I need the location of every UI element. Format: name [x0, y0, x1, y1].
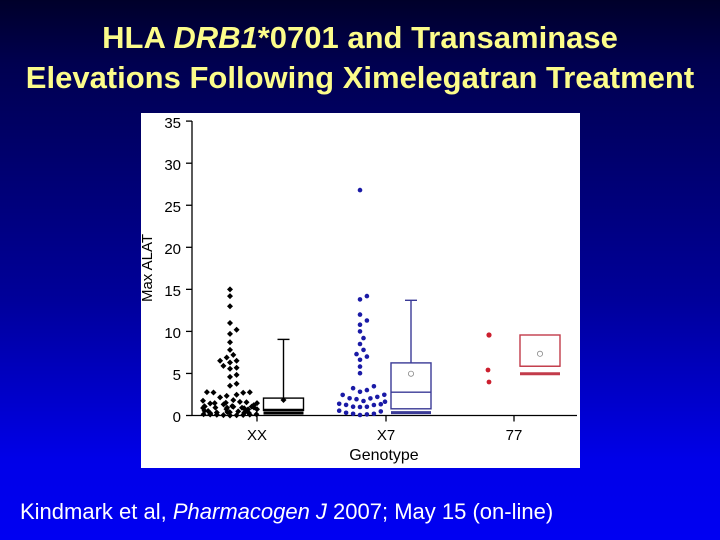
svg-text:20: 20: [164, 241, 181, 258]
svg-text:XX: XX: [247, 427, 267, 444]
svg-text:10: 10: [164, 325, 181, 342]
svg-text:X7: X7: [377, 427, 395, 444]
svg-text:Genotype: Genotype: [349, 447, 418, 464]
svg-text:25: 25: [164, 199, 181, 216]
svg-text:5: 5: [173, 367, 181, 384]
svg-text:0: 0: [173, 409, 181, 426]
svg-text:30: 30: [164, 157, 181, 174]
svg-text:Max ALAT: Max ALAT: [139, 234, 156, 302]
svg-text:77: 77: [506, 427, 523, 444]
svg-text:35: 35: [164, 115, 181, 132]
svg-text:15: 15: [164, 283, 181, 300]
